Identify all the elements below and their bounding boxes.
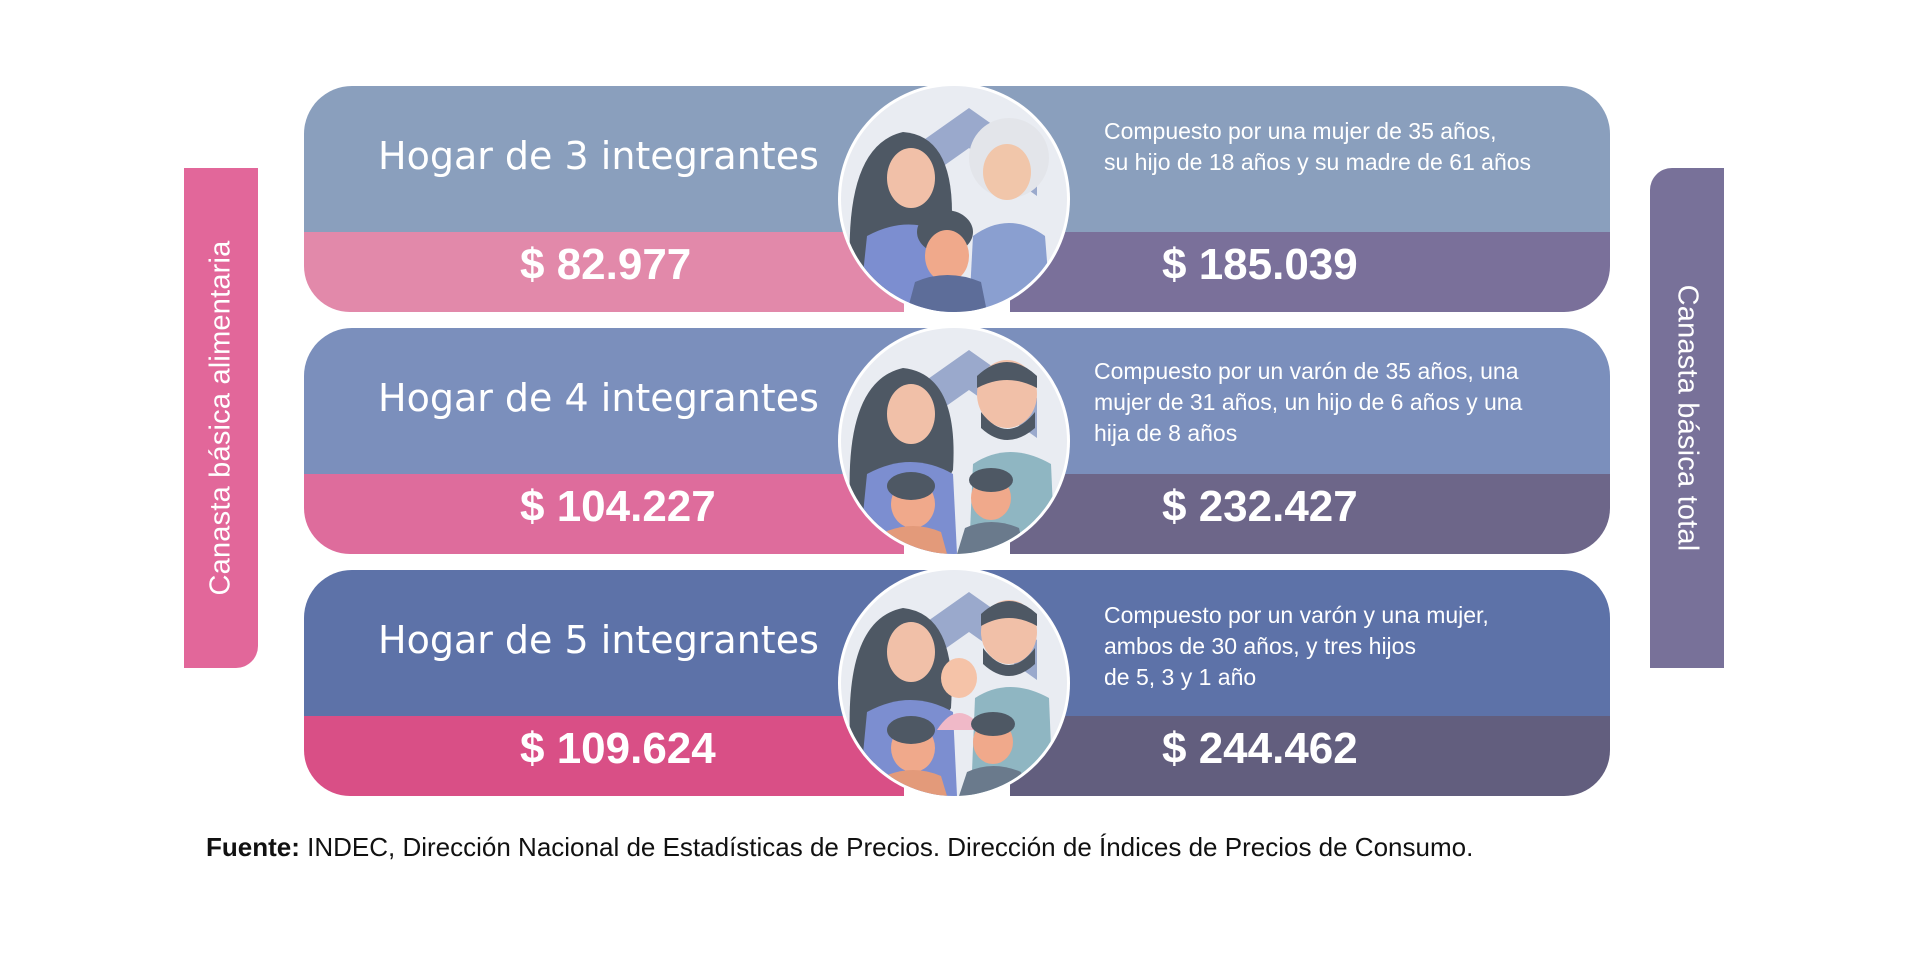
household-card-5: Hogar de 5 integrantes Compuesto por un … [304, 570, 1610, 796]
description-line: Compuesto por un varón de 35 años, una [1094, 358, 1519, 384]
description-line: Compuesto por una mujer de 35 años, [1104, 118, 1497, 144]
household-description: Compuesto por un varón de 35 años, una m… [1094, 356, 1594, 449]
cbt-side-label: Canasta básica total [1671, 284, 1704, 552]
cbt-value-box: $ 232.427 [1010, 474, 1610, 554]
cba-side-label-bar: Canasta básica alimentaria [184, 168, 258, 668]
household-card-3: Hogar de 3 integrantes Compuesto por una… [304, 86, 1610, 312]
cbt-value-box: $ 185.039 [1010, 232, 1610, 312]
cba-value: $ 109.624 [520, 724, 716, 773]
cba-value-box: $ 104.227 [304, 474, 904, 554]
description-line: hija de 8 años [1094, 420, 1238, 446]
household-description: Compuesto por un varón y una mujer, ambo… [1104, 600, 1604, 693]
cbt-value: $ 232.427 [1162, 482, 1358, 531]
cbt-value: $ 244.462 [1162, 724, 1358, 773]
source-text: INDEC, Dirección Nacional de Estadística… [299, 832, 1474, 862]
cba-value: $ 104.227 [520, 482, 716, 531]
cba-value-box: $ 109.624 [304, 716, 904, 796]
cba-value: $ 82.977 [520, 240, 692, 289]
cbt-value: $ 185.039 [1162, 240, 1358, 289]
source-label: Fuente: [206, 832, 300, 862]
description-line: Compuesto por un varón y una mujer, [1104, 602, 1489, 628]
household-description: Compuesto por una mujer de 35 años, su h… [1104, 116, 1604, 178]
cba-side-label: Canasta básica alimentaria [204, 240, 237, 596]
cbt-value-box: $ 244.462 [1010, 716, 1610, 796]
household-card-4: Hogar de 4 integrantes Compuesto por un … [304, 328, 1610, 554]
household-title: Hogar de 5 integrantes [378, 618, 819, 662]
family-of-three-icon [841, 86, 1067, 312]
family-of-four-icon [841, 328, 1067, 554]
description-line: de 5, 3 y 1 año [1104, 664, 1257, 690]
description-line: su hijo de 18 años y su madre de 61 años [1104, 149, 1532, 175]
cbt-side-label-bar: Canasta básica total [1650, 168, 1724, 668]
household-title: Hogar de 4 integrantes [378, 376, 819, 420]
description-line: mujer de 31 años, un hijo de 6 años y un… [1094, 389, 1523, 415]
family-of-five-icon [841, 570, 1067, 796]
household-title: Hogar de 3 integrantes [378, 134, 819, 178]
source-footer: Fuente: INDEC, Dirección Nacional de Est… [206, 832, 1473, 863]
cba-value-box: $ 82.977 [304, 232, 904, 312]
description-line: ambos de 30 años, y tres hijos [1104, 633, 1416, 659]
